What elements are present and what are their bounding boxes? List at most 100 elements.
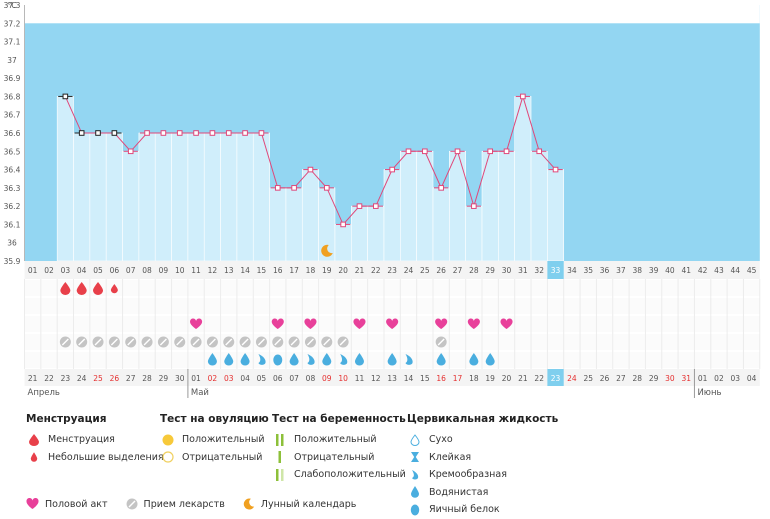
calendar-date-label: 06 xyxy=(273,374,283,383)
temperature-point xyxy=(274,185,281,191)
temperature-bar xyxy=(187,132,205,262)
cycle-day-label: 25 xyxy=(420,266,430,275)
y-tick-label: 36.4 xyxy=(4,166,21,175)
symptom-row xyxy=(24,334,760,350)
temperature-bar xyxy=(465,205,483,262)
two-lines-icon xyxy=(272,433,288,446)
medication-pill-stripe xyxy=(257,338,265,346)
calendar-date-label: 12 xyxy=(371,374,381,383)
temperature-bar xyxy=(171,132,189,262)
medication-pill-stripe xyxy=(176,338,184,346)
menstruation-drop xyxy=(76,282,87,295)
temperature-bar xyxy=(89,132,107,262)
moon-marker xyxy=(321,244,333,257)
legend-label: Положительный xyxy=(182,434,265,446)
calendar-date-label: 04 xyxy=(240,374,250,383)
temperature-bar xyxy=(547,169,565,262)
legend-menstruation: Менструация Менструация Небольшие выделе… xyxy=(26,413,164,466)
cycle-day-label: 32 xyxy=(534,266,544,275)
legend-item-moon: Лунный календарь xyxy=(243,498,357,510)
y-tick-label: 36.6 xyxy=(4,129,21,138)
temperature-point xyxy=(389,166,395,173)
calendar-date-label: 09 xyxy=(322,374,332,383)
medication-pill-stripe xyxy=(61,338,69,346)
cycle-day-label: 11 xyxy=(191,266,201,275)
calendar-date-label: 04 xyxy=(747,374,757,383)
creamy-icon xyxy=(407,469,423,481)
legend-label: Прием лекарств xyxy=(143,498,225,510)
temperature-point xyxy=(62,93,69,100)
cycle-day-label: 30 xyxy=(502,266,512,275)
calendar-date-label: 02 xyxy=(208,374,218,383)
month-label: Июнь xyxy=(697,388,721,398)
cycle-day-label: 02 xyxy=(44,266,54,275)
temperature-bar xyxy=(285,187,303,262)
cervical-watery-drop xyxy=(207,353,217,366)
cervical-watery-drop xyxy=(240,353,250,366)
cycle-day-label: 13 xyxy=(224,266,234,275)
calendar-date-label: 21 xyxy=(28,374,38,383)
cycle-day-label: 12 xyxy=(208,266,218,275)
cycle-day-label: 33 xyxy=(551,266,561,275)
month-label: Апрель xyxy=(28,388,60,398)
cervical-watery-drop xyxy=(322,353,332,366)
cervical-eggwhite-drop xyxy=(273,354,283,366)
temperature-bar xyxy=(56,96,74,262)
cycle-day-label: 05 xyxy=(93,266,103,275)
temperature-point xyxy=(160,130,167,136)
calendar-date-label: 14 xyxy=(404,374,414,383)
calendar-date-label: 29 xyxy=(649,374,659,383)
legend-item-ovulation-negative: Отрицательный xyxy=(160,449,269,467)
cervical-watery-drop xyxy=(387,353,397,366)
medication-pill-stripe xyxy=(241,338,249,346)
calendar-date-label: 15 xyxy=(420,374,430,383)
medication-pill-stripe xyxy=(94,338,102,346)
circle-empty-icon xyxy=(160,451,176,463)
legend-cervical-title: Цервикальная жидкость xyxy=(407,413,559,425)
temperature-point xyxy=(225,130,232,136)
menstruation-drop xyxy=(110,284,118,294)
temperature-point xyxy=(78,130,85,136)
legend-ovulation: Тест на овуляцию Положительный Отрицател… xyxy=(160,413,269,466)
cycle-day-label: 04 xyxy=(77,266,87,275)
legend-label: Отрицательный xyxy=(182,451,263,463)
temperature-bar xyxy=(236,132,254,262)
calendar-date-label: 18 xyxy=(469,374,479,383)
calendar-date-label: 30 xyxy=(175,374,185,383)
drop-heavy-icon xyxy=(26,433,42,446)
calendar-date-label: 23 xyxy=(61,374,71,383)
cervical-watery-drop xyxy=(485,353,495,366)
moon-icon xyxy=(243,498,255,510)
cycle-day-label: 14 xyxy=(240,266,250,275)
calendar-date-label: 23 xyxy=(551,374,561,383)
legend-label: Отрицательный xyxy=(294,451,375,463)
calendar-date-label: 17 xyxy=(453,374,463,383)
legend-cervical: Цервикальная жидкость Сухо Клейкая Кремо… xyxy=(407,413,558,519)
legend-item-sticky: Клейкая xyxy=(407,449,558,467)
legend-label: Лунный календарь xyxy=(260,498,357,510)
intercourse-heart xyxy=(190,318,203,329)
calendar-date-label: 28 xyxy=(142,374,152,383)
cycle-day-label: 23 xyxy=(387,266,397,275)
pill-icon xyxy=(126,498,138,510)
cycle-day-label: 34 xyxy=(567,266,577,275)
legend-item-spotting: Небольшие выделения xyxy=(26,449,164,467)
intercourse-heart xyxy=(467,318,480,329)
temperature-bar xyxy=(514,96,532,262)
temperature-point xyxy=(520,93,526,100)
intercourse-heart xyxy=(353,318,366,329)
cycle-day-label: 10 xyxy=(175,266,185,275)
calendar-date-label: 02 xyxy=(714,374,724,383)
drop-light-icon xyxy=(26,452,42,463)
cycle-day-label: 17 xyxy=(289,266,299,275)
cycle-day-label: 09 xyxy=(159,266,169,275)
temperature-point xyxy=(291,185,297,191)
temperature-bar xyxy=(220,132,238,262)
cycle-day-label: 39 xyxy=(649,266,659,275)
temperature-bar xyxy=(530,150,548,262)
medication-pill-stripe xyxy=(437,338,445,346)
calendar-date-label: 13 xyxy=(387,374,397,383)
medication-pill-stripe xyxy=(306,338,314,346)
legend-label: Кремообразная xyxy=(429,469,507,481)
medication-pill-stripe xyxy=(143,338,151,346)
